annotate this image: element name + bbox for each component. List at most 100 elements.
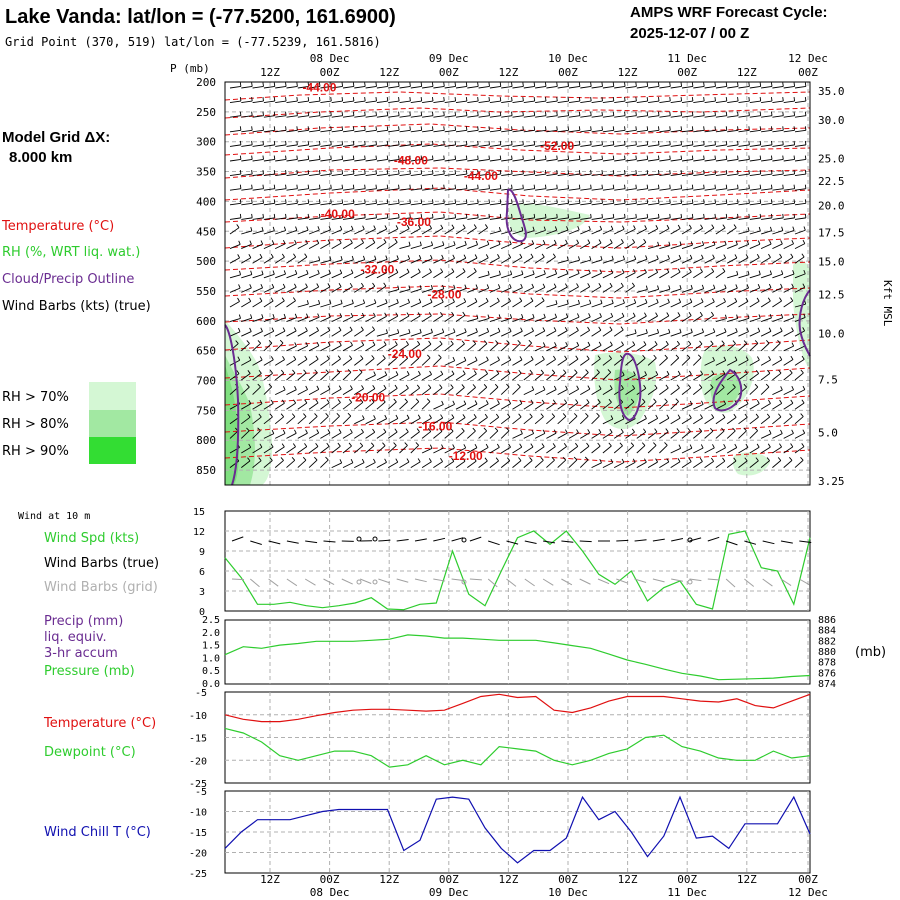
wind-barb-feather [792, 270, 795, 275]
wind-barb-feather [273, 111, 276, 116]
wind-barb-feather [791, 342, 795, 347]
wind-barb-feather [375, 140, 377, 145]
wind-barb-feather [578, 170, 581, 175]
wind-barb [263, 129, 275, 133]
pressure-right-tick: 882 [818, 636, 836, 647]
wind-barb [636, 418, 647, 425]
wind-barb [478, 129, 490, 133]
wind-barb [579, 459, 589, 468]
bottom-date-label: 09 Dec [429, 886, 469, 899]
wind-barb [715, 430, 725, 439]
wind-barb [308, 372, 318, 381]
wind-barb [275, 159, 287, 162]
wind-barb-feather [506, 340, 510, 344]
wind-barb-feather [375, 111, 377, 116]
wind-barb [704, 173, 716, 177]
wind-barb [410, 245, 422, 250]
wind-barb-feather [578, 213, 581, 218]
wind-barb [444, 417, 455, 425]
wind-barb-feather [358, 369, 363, 373]
wind-barb-feather [393, 398, 397, 403]
wind-barb-feather [529, 457, 533, 461]
wind-barb-feather [511, 140, 513, 145]
wind-barb-feather [780, 283, 783, 288]
wind-barb-feather [700, 444, 704, 449]
wind-barb [613, 285, 624, 293]
wind-barb [727, 159, 739, 162]
wind-barb [693, 159, 705, 162]
wind-barb-feather [767, 443, 771, 448]
wind-barb [252, 257, 263, 264]
wind-barb [534, 286, 546, 293]
wind-barb [455, 288, 467, 293]
wind-barb-feather [283, 270, 286, 275]
wind-barb-feather [522, 97, 524, 102]
wind-barb-feather [744, 457, 748, 462]
wind-barb-feather [375, 97, 377, 102]
wind-barb-feather [352, 140, 355, 145]
wind-barb-feather [657, 184, 660, 189]
wind-barb [681, 115, 693, 118]
wind-barb-feather [543, 313, 546, 318]
wind-barb [421, 271, 432, 279]
wind-barb [602, 259, 614, 264]
wind-barb [727, 129, 739, 133]
wind-barb-feather [644, 414, 647, 419]
pressure-right-tick: 880 [818, 647, 836, 658]
wind-barb-feather [327, 239, 331, 244]
wind-barb [229, 274, 241, 279]
wind-barb-feather [620, 326, 624, 331]
wind-barb-feather [374, 299, 377, 304]
wind-barb-feather [665, 340, 669, 345]
wind-barb [738, 217, 750, 220]
wind-barb [534, 416, 544, 425]
wind-barb [727, 217, 739, 220]
wind-barb [376, 115, 388, 118]
wind-barb-feather [281, 297, 285, 302]
wind-barb-feather [644, 371, 647, 376]
wind-barb-feather [748, 170, 750, 175]
wind-barb [659, 417, 670, 425]
wind-barb-feather [553, 355, 556, 360]
wind-barb-feather [632, 238, 636, 243]
wind-barb [715, 318, 727, 323]
wind-barb-feather [317, 226, 320, 231]
wind-barb [693, 129, 705, 133]
wind-barb-feather [427, 428, 432, 432]
wind-barb [410, 374, 421, 381]
wind-barb-feather [417, 414, 421, 419]
wind-barb [681, 343, 692, 352]
wind-barb-feather [768, 283, 772, 288]
wind-barb [331, 115, 343, 118]
wind-barb-feather [272, 226, 275, 231]
wind-barb [478, 188, 490, 191]
wind-barb [738, 317, 750, 323]
wind-barb-feather [508, 327, 512, 332]
wind-barb-feather [793, 155, 796, 160]
wind-barb-feather [563, 369, 567, 374]
wind-barb-feather [485, 443, 489, 448]
wind-barb [252, 331, 263, 337]
wind-barb-feather [664, 442, 668, 446]
wind-barb-feather [599, 459, 602, 464]
pressure-tick-label: 450 [196, 225, 216, 238]
wind-barb [783, 416, 793, 425]
wind-barb-feather [646, 184, 649, 189]
surface-wind-barb [725, 540, 738, 546]
wind-barb [263, 416, 273, 425]
wind-barb [681, 461, 692, 468]
wind-barb-feather [259, 443, 263, 448]
wind-barb-feather [802, 283, 806, 288]
wind-barb [546, 217, 558, 220]
wind-barb [489, 386, 499, 395]
wind-barb-feather [790, 355, 794, 360]
wind-barb [263, 342, 273, 352]
wind-barb [489, 430, 499, 439]
wind-barb [387, 431, 398, 439]
wind-barb [512, 129, 524, 133]
wind-barb-feather [800, 413, 804, 417]
wind-barb-feather [644, 458, 647, 463]
wind-barb [342, 100, 354, 104]
wind-barb [580, 259, 591, 264]
wind-barb-feather [665, 428, 669, 433]
